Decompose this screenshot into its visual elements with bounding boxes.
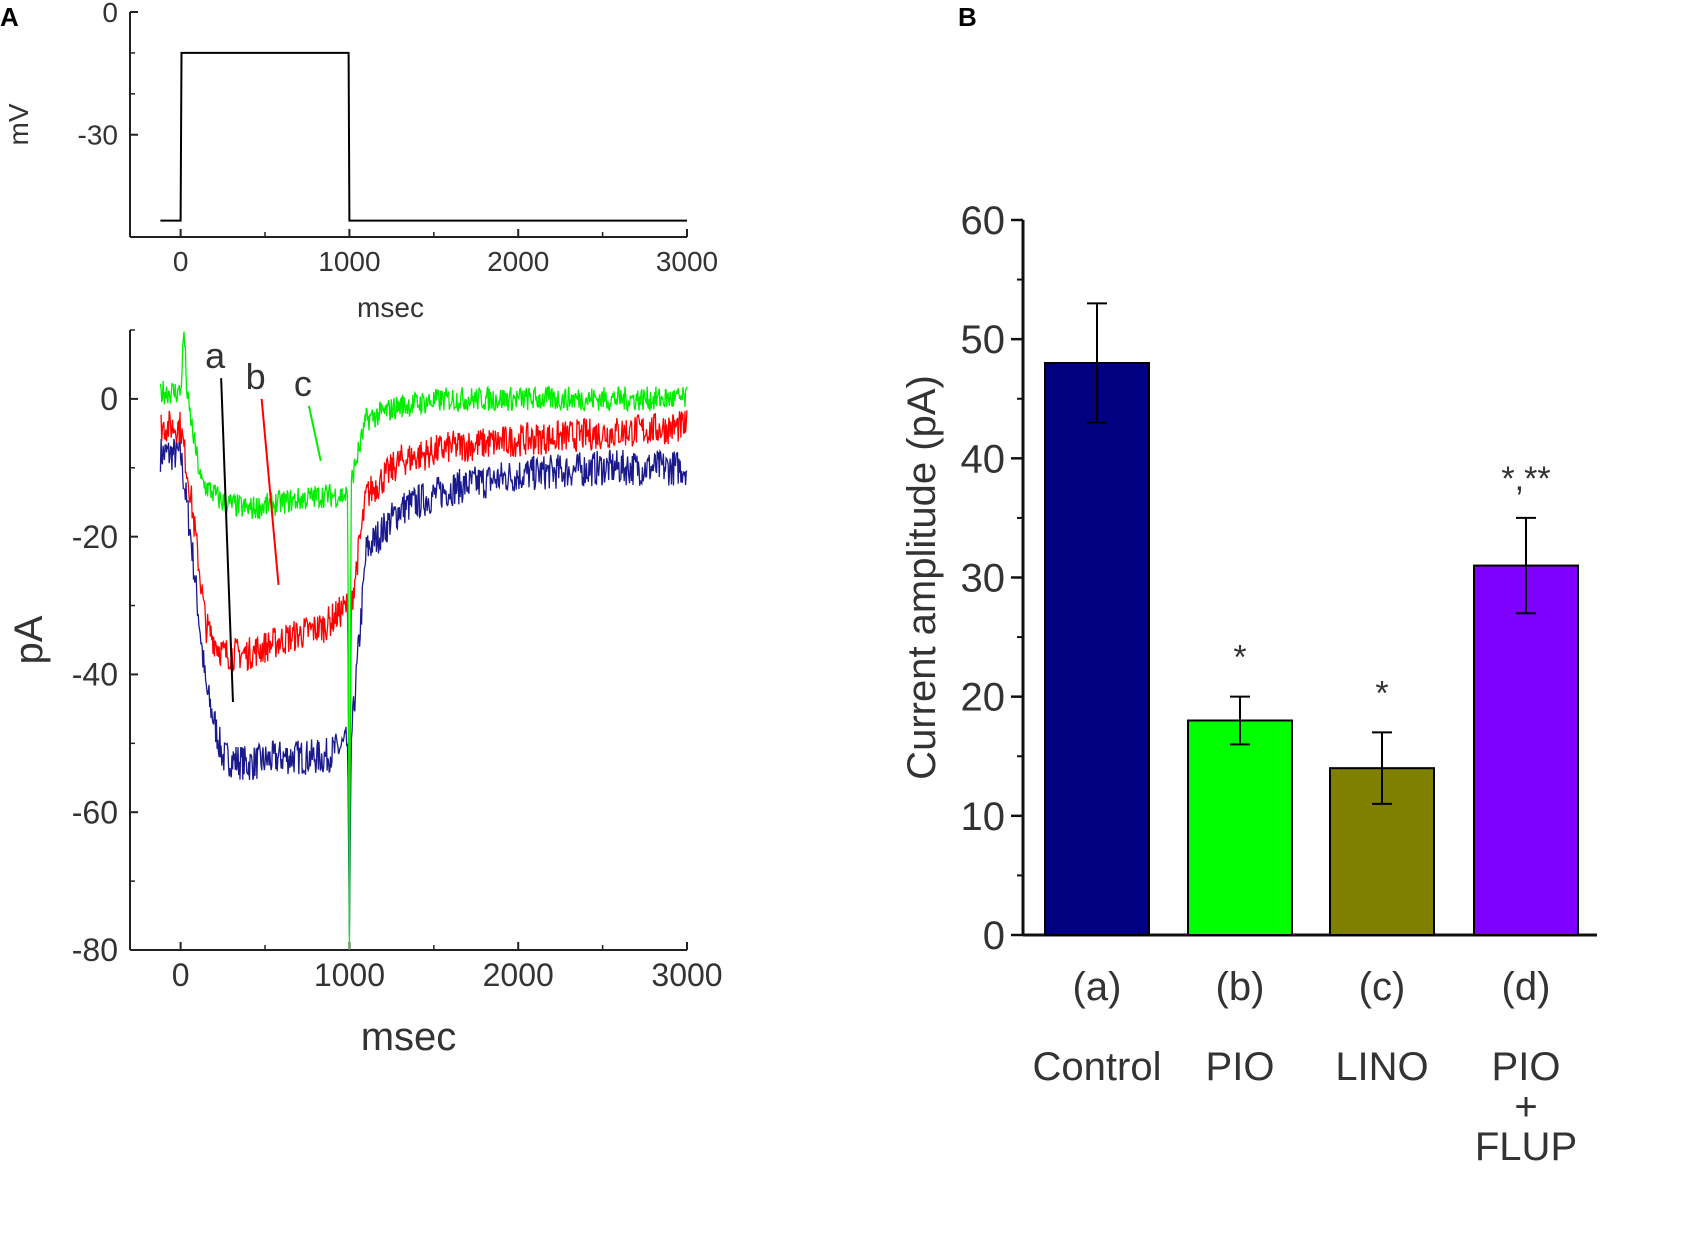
group-label-2: LINO bbox=[1335, 1045, 1428, 1089]
y-axis-label: mV bbox=[3, 103, 34, 145]
trace-pio bbox=[159, 410, 688, 868]
y-tick-label: -20 bbox=[72, 519, 118, 555]
current-traces-chart: 0 1000 2000 3000 0 -20 -40 -60 -80 msec pA ab c bbox=[7, 329, 723, 1059]
bar-1 bbox=[1187, 719, 1293, 936]
x-tick-label: 0 bbox=[172, 957, 190, 993]
significance-mark-3: *,** bbox=[1501, 460, 1550, 498]
significance-mark-2: * bbox=[1375, 674, 1388, 712]
trace-control bbox=[159, 438, 688, 937]
trace-lino bbox=[159, 331, 688, 951]
voltage-protocol-chart: 0 1000 2000 3000 0 -30 msec mV bbox=[3, 0, 718, 323]
x-tick-label: 3000 bbox=[651, 957, 722, 993]
annotation-label-c: c bbox=[294, 363, 312, 404]
x-axis-label: msec bbox=[357, 292, 424, 323]
x-tick-label: 1000 bbox=[314, 957, 385, 993]
y-tick-label: 60 bbox=[961, 199, 1006, 243]
annotation-line-a bbox=[220, 378, 234, 703]
panel-label-a: A bbox=[0, 2, 19, 32]
bar-3 bbox=[1473, 564, 1579, 936]
significance-mark-1: * bbox=[1233, 639, 1246, 677]
y-tick-label: -40 bbox=[72, 657, 118, 693]
group-label-0: Control bbox=[1033, 1045, 1162, 1089]
y-tick-label: 40 bbox=[961, 437, 1006, 481]
y-axis-label: Current amplitude (pA) bbox=[900, 375, 944, 780]
y-tick-label: -30 bbox=[78, 120, 118, 151]
annotation-label-b: b bbox=[246, 356, 266, 397]
x-tick-label: 2000 bbox=[483, 957, 554, 993]
group-label-1: PIO bbox=[1206, 1045, 1275, 1089]
category-label-1: (b) bbox=[1216, 965, 1265, 1009]
x-tick-label: 1000 bbox=[318, 246, 380, 277]
y-axis-label: pA bbox=[7, 615, 51, 664]
x-tick-label: 3000 bbox=[656, 246, 718, 277]
category-label-0: (a) bbox=[1073, 965, 1122, 1009]
group-label-3: PIO bbox=[1492, 1045, 1561, 1089]
annotation-line-c bbox=[307, 405, 322, 462]
x-tick-label: 2000 bbox=[487, 246, 549, 277]
amplitude-bar-chart: 0 10 20 30 40 50 60 Current amplitude (pA) (a) Co… bbox=[900, 199, 1597, 1169]
category-label-2: (c) bbox=[1359, 965, 1406, 1009]
y-tick-label: -60 bbox=[72, 794, 118, 830]
annotation-label-a: a bbox=[205, 335, 226, 376]
y-tick-label: 50 bbox=[961, 318, 1006, 362]
category-label-3: (d) bbox=[1502, 965, 1551, 1009]
group-label-3: FLUP bbox=[1475, 1125, 1577, 1169]
panel-label-b: B bbox=[958, 2, 977, 32]
y-tick-label: 0 bbox=[983, 914, 1005, 958]
group-label-3: + bbox=[1514, 1085, 1537, 1129]
y-tick-label: 20 bbox=[961, 676, 1006, 720]
x-axis-label: msec bbox=[361, 1015, 457, 1059]
y-tick-label: -80 bbox=[72, 932, 118, 968]
y-tick-label: 10 bbox=[961, 795, 1006, 839]
bar-0 bbox=[1044, 362, 1150, 936]
y-tick-label: 0 bbox=[100, 381, 118, 417]
x-tick-label: 0 bbox=[173, 246, 189, 277]
y-tick-label: 30 bbox=[961, 557, 1006, 601]
trace-step bbox=[160, 51, 687, 222]
annotation-line-b bbox=[260, 398, 280, 585]
y-tick-label: 0 bbox=[102, 0, 118, 28]
